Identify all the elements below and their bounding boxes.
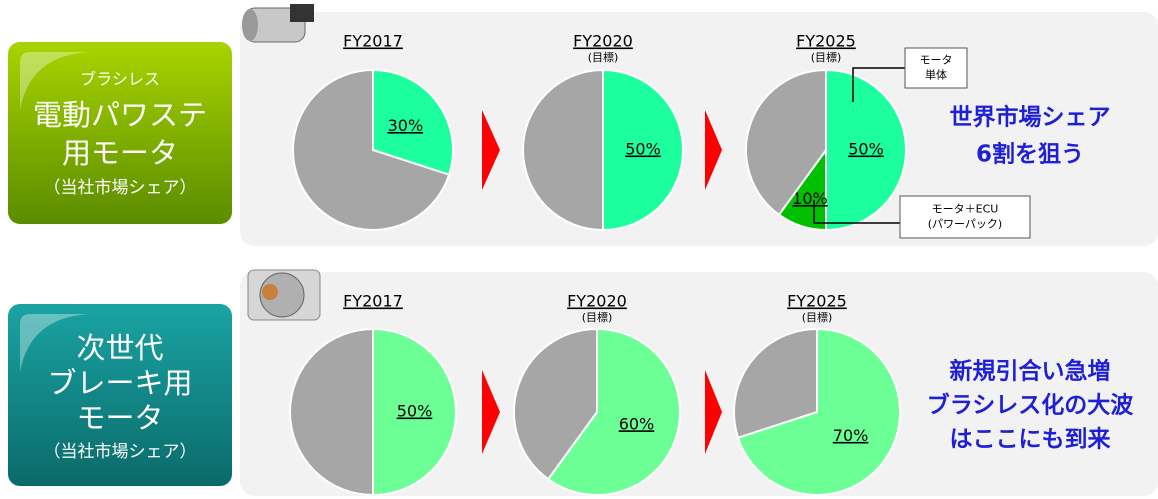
pie-title: FY2020 [573,32,633,51]
pie-slice [546,327,681,496]
pie-slice [372,68,454,176]
value-label: 50% [848,140,884,159]
pie-slice [289,327,374,497]
pie-slice [522,68,604,232]
gloss [20,314,90,372]
label-line: 電動パワステ [33,98,207,132]
label-line: 次世代 [76,331,163,365]
value-label: 30% [388,116,424,135]
pie-slice [372,327,457,497]
pie-slice [733,327,818,439]
pie-slice [736,327,901,496]
slogan: 6割を狙う [976,141,1084,168]
callout-text: 単体 [925,68,947,82]
pie-title: FY2020 [567,292,627,311]
slogan: はここにも到来 [950,427,1112,453]
callout-box [904,47,968,89]
pie-title: FY2025 [796,32,856,51]
pie-slice [292,68,451,231]
row-panel [240,272,1158,496]
label-line: モータ [76,401,163,435]
arrows [482,110,722,454]
leader-line [852,67,905,102]
callout-text: (パワーパック) [928,218,1002,231]
callout-text: モータ [920,54,953,67]
label-line: ブレーキ用 [47,366,192,400]
slogan: 世界市場シェア [950,104,1111,131]
gloss [20,52,90,110]
callout-box [899,195,1031,239]
label-note: （当社市場シェア） [44,178,197,198]
label-line: 用モータ [62,136,178,170]
pie-subtitle: (目標) [582,310,613,324]
pie-slice [602,68,684,232]
slogan: ブラシレス化の大波 [927,392,1135,419]
label-small: ブラシレス [80,70,160,89]
leader-line [813,200,900,224]
product-image [242,4,321,321]
pie-subtitle: (目標) [802,310,833,324]
pie-slice [513,327,598,481]
label-box [8,304,232,486]
pie-subtitle: (目標) [588,50,619,64]
label-box [8,42,232,224]
value-label: 50% [397,402,433,421]
value-label: 60% [619,414,655,433]
label-note: （当社市場シェア） [44,442,197,462]
pie-title: FY2017 [343,292,403,311]
pie-subtitle: (目標) [811,50,842,64]
pie-slice [745,68,827,217]
callout-text: モータ＋ECU [932,203,999,216]
pie-title: FY2017 [343,32,403,51]
slogan: 新規引合い急増 [950,358,1111,385]
value-label: 50% [625,140,661,159]
value-label: 70% [833,426,869,445]
pie-title: FY2025 [787,292,847,311]
value-label: 10% [792,189,828,208]
